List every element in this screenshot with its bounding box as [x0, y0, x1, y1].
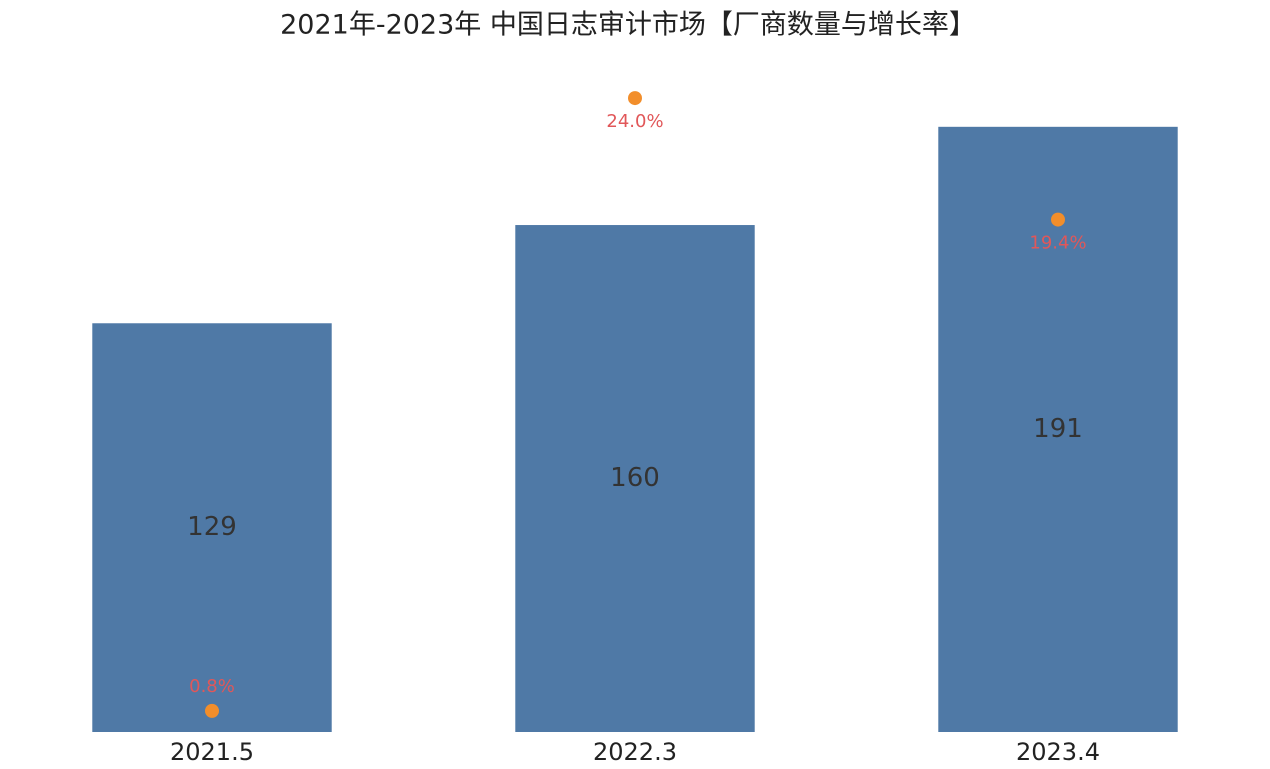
rate-point: [205, 703, 219, 718]
x-tick-label: 2023.4: [1016, 738, 1100, 766]
bar: [938, 126, 1178, 733]
x-tick-label: 2021.5: [170, 738, 254, 766]
bar: [515, 225, 755, 733]
bar-value-label: 191: [1033, 414, 1083, 444]
chart-title: 2021年-2023年 中国日志审计市场【厂商数量与增长率】: [280, 10, 976, 41]
rate-label: 24.0%: [606, 111, 663, 132]
rate-point: [628, 91, 642, 106]
rate-point: [1051, 212, 1065, 227]
rate-label: 19.4%: [1029, 233, 1086, 254]
rate-label: 0.8%: [189, 676, 235, 697]
bar-value-label: 160: [610, 463, 660, 493]
bar: [92, 323, 332, 732]
x-tick-label: 2022.3: [593, 738, 677, 766]
bar-value-label: 129: [187, 512, 237, 542]
